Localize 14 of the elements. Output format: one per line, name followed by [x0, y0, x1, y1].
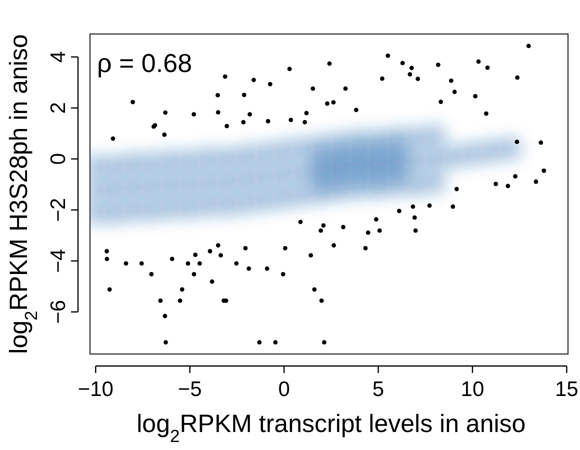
- y-tick-label: −4: [47, 248, 70, 273]
- y-tick-label: 2: [47, 102, 70, 114]
- x-tick-label: 10: [460, 378, 484, 401]
- annotation: ρ = 0.68: [97, 48, 192, 78]
- x-tick-label: 5: [372, 378, 384, 401]
- x-axis-title: log$_{2}$RPKM transcript levels in aniso: [136, 410, 526, 446]
- x-tick-label: −5: [178, 378, 202, 401]
- y-tick-label: 4: [47, 50, 70, 63]
- x-tick-label: 15: [555, 378, 578, 401]
- x-tick-label: −10: [78, 378, 114, 401]
- x-tick-label: 0: [278, 378, 290, 401]
- y-tick-label: 0: [47, 153, 70, 165]
- y-tick-label: −6: [47, 300, 70, 324]
- y-tick-label: −2: [47, 198, 70, 222]
